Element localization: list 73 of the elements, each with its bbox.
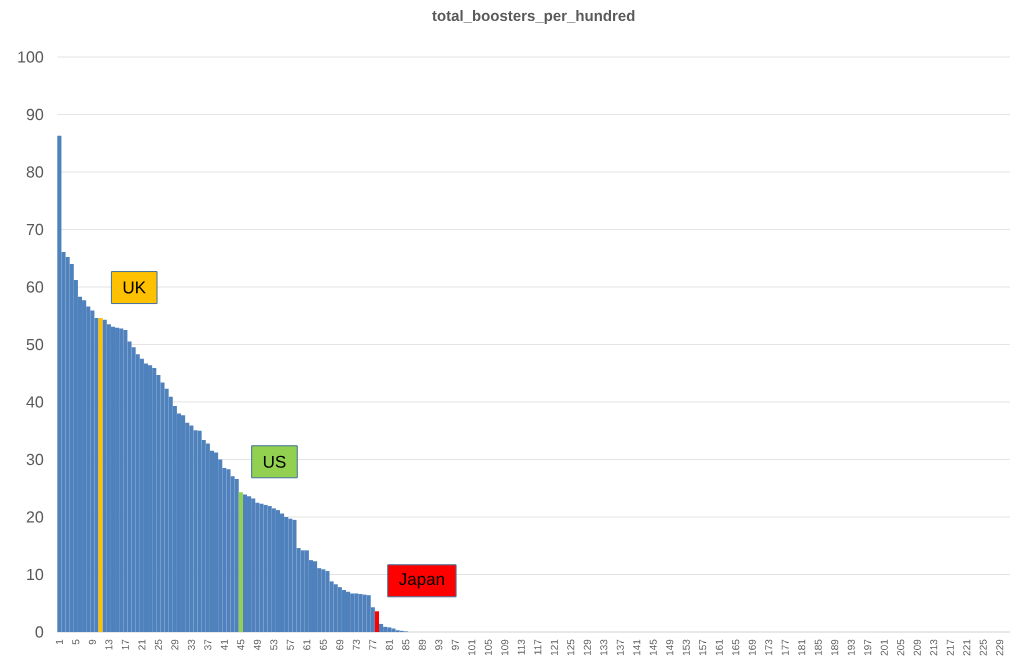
y-tick-label: 70 [26,223,44,236]
x-tick-label: 81 [385,639,393,650]
x-tick-label: 173 [765,639,773,656]
x-tick-label: 181 [798,639,806,656]
annotation: UK [123,281,146,294]
x-tick-label: 101 [468,639,476,656]
y-tick-label: 80 [26,166,44,178]
x-tick-label: 209 [913,639,921,656]
x-tick-label: 113 [517,639,525,655]
annotation: Japan [399,573,444,589]
x-tick-label: 97 [451,639,459,650]
x-tick-label: 169 [748,639,756,656]
x-tick-label: 201 [880,639,888,656]
x-tick-label: 77 [369,639,377,650]
x-tick-label: 229 [996,639,1004,656]
x-tick-label: 105 [484,639,492,656]
x-tick-label: 137 [616,639,624,656]
x-tick-label: 121 [550,639,558,656]
x-tick-label: 9 [88,639,96,645]
x-tick-label: 197 [864,639,872,656]
x-tick-label: 189 [831,639,839,656]
x-tick-label: 133 [600,639,608,656]
y-tick-label: 60 [26,281,44,293]
x-tick-label: 45 [237,639,245,651]
x-tick-label: 73 [352,639,360,650]
x-tick-label: 153 [682,639,690,656]
x-tick-label: 109 [501,639,509,656]
chart-title: total_boosters_per_hundred [432,10,635,24]
x-tick-label: 61 [303,639,311,650]
x-tick-label: 25 [154,639,162,650]
x-tick-label: 141 [633,639,641,656]
x-tick-label: 185 [814,639,822,656]
annotation: US [263,455,286,468]
x-tick-label: 57 [286,639,294,650]
x-tick-label: 21 [138,639,146,650]
x-tick-label: 33 [187,639,195,650]
y-tick-label: 50 [26,338,44,351]
x-tick-label: 205 [897,639,905,656]
x-tick-label: 1 [55,639,63,644]
y-tick-label: 30 [26,453,44,466]
x-tick-label: 93 [435,639,443,650]
x-tick-label: 145 [649,639,657,656]
x-tick-label: 225 [979,639,987,656]
y-tick-label: 40 [26,396,44,408]
x-tick-label: 69 [336,639,344,650]
x-tick-label: 29 [171,639,179,650]
y-tick-label: 20 [26,511,44,523]
x-tick-label: 41 [220,639,228,651]
y-tick-label: 0 [35,626,44,638]
x-tick-label: 125 [567,639,575,656]
x-tick-label: 217 [946,639,954,656]
x-tick-label: 13 [105,639,113,650]
x-tick-label: 37 [204,639,212,650]
x-tick-label: 149 [666,639,674,656]
x-tick-label: 161 [715,639,723,656]
x-tick-label: 49 [253,639,261,651]
x-tick-label: 5 [72,639,80,645]
x-tick-label: 193 [847,639,855,656]
x-tick-label: 89 [418,639,426,650]
y-tick-label: 100 [18,51,44,63]
x-tick-label: 85 [402,639,410,650]
x-tick-label: 53 [270,639,278,650]
x-tick-label: 17 [121,639,129,650]
x-tick-label: 177 [781,639,789,656]
x-tick-label: 117 [534,639,542,655]
x-tick-label: 129 [583,639,591,656]
y-tick-label: 10 [27,568,44,581]
x-tick-label: 65 [319,639,327,650]
x-tick-label: 157 [699,639,707,656]
x-tick-label: 221 [963,639,971,656]
x-tick-label: 165 [732,639,740,656]
x-tick-label: 213 [930,639,938,656]
y-tick-label: 90 [26,108,44,121]
